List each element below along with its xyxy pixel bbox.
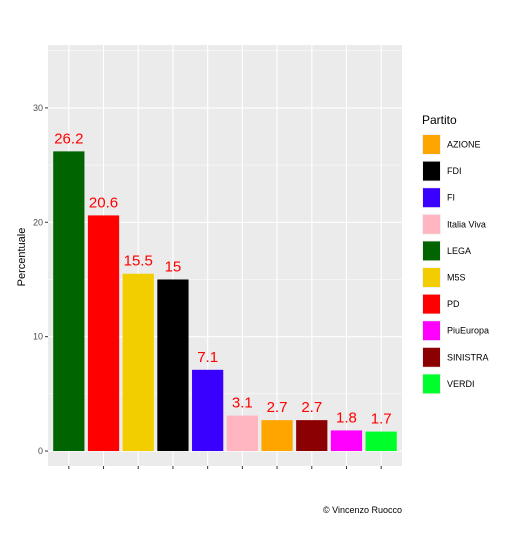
value-label: 1.8 xyxy=(336,409,357,426)
legend-label: FDI xyxy=(447,166,462,176)
legend-label: PiuEuropa xyxy=(447,326,489,336)
y-tick-label: 20 xyxy=(33,217,43,227)
legend-swatch xyxy=(423,374,440,394)
bar-piueuropa xyxy=(330,430,363,452)
value-label: 7.1 xyxy=(197,349,218,366)
legend-swatch xyxy=(423,321,440,341)
legend-swatch xyxy=(423,161,440,181)
legend-items: AZIONE FDI FI Italia Viva LEGA M5S PD PiuEuropa… xyxy=(422,134,489,395)
value-label: 20.6 xyxy=(89,194,118,211)
legend-label: AZIONE xyxy=(447,140,481,150)
bar-lega xyxy=(53,151,85,452)
bar-verdi xyxy=(365,431,397,452)
value-label: 2.7 xyxy=(301,399,322,416)
value-label: 2.7 xyxy=(267,399,288,416)
legend: Partito AZIONE FDI FI Italia Viva LEGA M5S PD P… xyxy=(422,113,489,395)
y-axis-title: Percentuale xyxy=(16,228,28,287)
bar-fi xyxy=(192,369,224,452)
bars xyxy=(53,151,397,452)
bar-azione xyxy=(261,420,293,452)
y-tick-label: 0 xyxy=(38,446,43,456)
bar-sinistra xyxy=(296,420,328,452)
legend-swatch xyxy=(423,268,440,287)
value-label: 26.2 xyxy=(54,130,83,147)
legend-label: LEGA xyxy=(447,246,471,256)
legend-label: M5S xyxy=(447,273,466,283)
y-tick-label: 30 xyxy=(33,103,43,113)
bar-fdi xyxy=(157,279,189,452)
legend-swatch xyxy=(423,347,440,367)
legend-label: VERDI xyxy=(447,379,475,389)
legend-swatch xyxy=(423,214,440,234)
legend-swatch xyxy=(423,188,440,208)
legend-swatch xyxy=(423,241,440,261)
legend-swatch xyxy=(423,294,440,314)
legend-label: SINISTRA xyxy=(447,352,489,362)
value-label: 15.5 xyxy=(124,253,153,270)
bar-m5s xyxy=(122,273,154,452)
caption: © Vincenzo Ruocco xyxy=(323,505,402,515)
legend-swatch xyxy=(423,135,440,154)
legend-label: FI xyxy=(447,193,455,203)
y-tick-label: 10 xyxy=(33,332,43,342)
legend-label: PD xyxy=(447,299,460,309)
value-label: 1.7 xyxy=(371,411,392,428)
bar-italia-viva xyxy=(226,415,258,452)
value-label: 3.1 xyxy=(232,395,253,412)
x-axis xyxy=(68,466,382,469)
value-label: 15 xyxy=(165,258,182,275)
bar-pd xyxy=(87,215,120,452)
legend-title: Partito xyxy=(422,113,457,127)
legend-label: Italia Viva xyxy=(447,219,486,229)
value-labels: 26.2 20.6 15.5 15 7.1 3.1 2.7 2.7 1.8 1.7 xyxy=(54,130,391,427)
y-axis: 0 10 20 30 xyxy=(33,103,48,456)
